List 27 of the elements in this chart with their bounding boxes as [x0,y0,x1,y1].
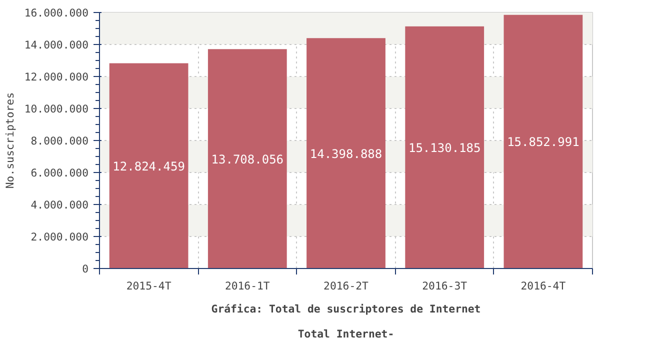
y-tick-label: 14.000.000 [24,38,88,52]
x-tick-label: 2016-2T [324,280,370,292]
y-tick-label: 6.000.000 [30,166,89,180]
x-tick-label: 2016-1T [224,280,270,292]
text: Total Internet- [298,328,394,340]
y-tick-label: 16.000.000 [24,6,88,20]
bar [306,38,386,268]
x-tick-label: 2015-4T [126,280,172,292]
data-label: 15.130.185 [408,140,481,155]
bar [109,63,188,268]
y-tick-label: 8.000.000 [30,134,89,148]
text: Gráfica: Total de suscriptores de Internet [211,302,481,316]
data-label: 12.824.459 [112,159,185,174]
y-tick-label: 12.000.000 [24,70,88,84]
bar [504,14,583,268]
y-tick-label: 10.000.000 [24,102,88,116]
bar [208,49,287,268]
y-tick-label: 4.000.000 [30,198,89,212]
y-tick-label: 0 [82,262,89,276]
bar [405,26,484,268]
y-axis-title: No.suscriptores [3,92,16,189]
data-label: 15.852.991 [507,135,580,150]
x-tick-label: 2016-4T [520,280,566,292]
x-tick-label: 2016-3T [422,280,468,292]
data-label: 14.398.888 [310,146,382,161]
data-label: 13.708.056 [211,152,284,166]
y-tick-label: 2.000.000 [30,230,89,244]
